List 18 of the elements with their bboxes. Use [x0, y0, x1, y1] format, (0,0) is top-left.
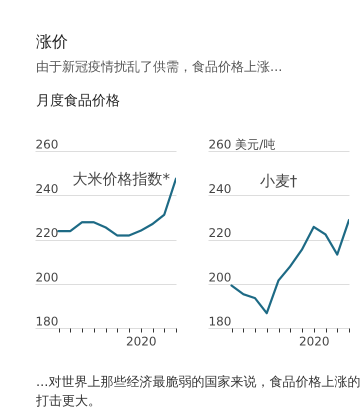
text: 月度食品价格	[36, 92, 120, 110]
text: ...对世界上那些经济最脆弱的国家来说，食品价格上涨的打击更大。	[36, 374, 362, 411]
chart-subtitle: 由于新冠疫情扰乱了供需，食品价格上涨...	[36, 59, 282, 76]
y-tick-label: 220	[36, 226, 58, 240]
y-tick-label: 260	[36, 138, 58, 152]
y-tick-label: 200	[36, 270, 58, 284]
y-tick-label: 260 美元/吨	[208, 138, 276, 152]
y-tick-label: 240	[36, 182, 58, 196]
series-label: 大米价格指数*	[72, 170, 170, 188]
y-tick-label: 240	[208, 182, 232, 196]
x-tick-label: 2020	[126, 334, 157, 348]
y-tick-label: 180	[36, 314, 58, 328]
x-tick-label: 2020	[298, 334, 330, 348]
y-tick-label: 220	[208, 226, 232, 240]
y-tick-label: 180	[208, 314, 232, 328]
text: 小麦†	[260, 172, 298, 190]
chart-title: 涨价	[36, 32, 68, 53]
y-tick-label: 200	[208, 270, 232, 284]
